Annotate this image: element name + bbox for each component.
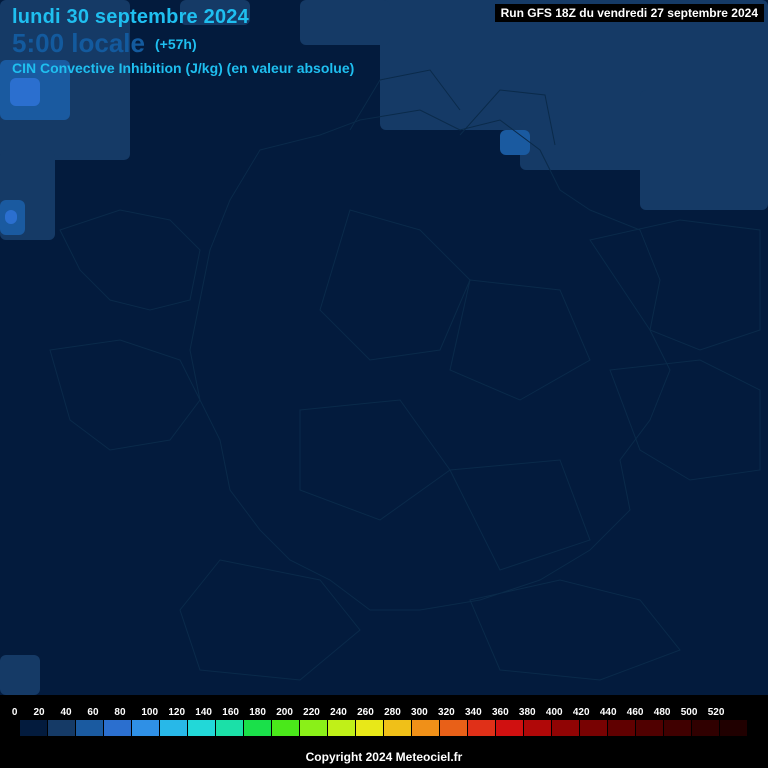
legend-tick: 40: [60, 707, 87, 718]
legend-tick: 480: [654, 707, 681, 718]
legend-tick: 380: [519, 707, 546, 718]
legend-tick: 80: [114, 707, 141, 718]
legend-tick: 220: [303, 707, 330, 718]
legend-swatch: [160, 720, 188, 736]
legend-tick: 420: [573, 707, 600, 718]
model-run-label: Run GFS 18Z du vendredi 27 septembre 202…: [495, 4, 764, 22]
legend-swatch: [48, 720, 76, 736]
legend-tick: 280: [384, 707, 411, 718]
cin-patch: [0, 655, 40, 695]
legend-tick: 100: [141, 707, 168, 718]
legend-swatch: [356, 720, 384, 736]
legend-tick: 500: [681, 707, 708, 718]
copyright-text: Copyright 2024 Meteociel.fr: [0, 750, 768, 764]
legend-tick: 200: [276, 707, 303, 718]
legend-tick: 260: [357, 707, 384, 718]
legend-tick: 240: [330, 707, 357, 718]
legend-swatch: [636, 720, 664, 736]
forecast-offset: (+57h): [155, 36, 197, 52]
legend-tick: 440: [600, 707, 627, 718]
legend-swatch: [76, 720, 104, 736]
cin-patch: [300, 0, 390, 45]
legend-swatch: [132, 720, 160, 736]
legend-swatch: [384, 720, 412, 736]
forecast-date: lundi 30 septembre 2024: [12, 6, 249, 29]
legend-tick: 320: [438, 707, 465, 718]
legend-swatch: [412, 720, 440, 736]
legend-swatch: [300, 720, 328, 736]
legend-tick: 120: [168, 707, 195, 718]
legend-tick: 460: [627, 707, 654, 718]
legend-swatch: [496, 720, 524, 736]
legend-tick: 360: [492, 707, 519, 718]
legend-swatch: [692, 720, 720, 736]
legend-swatch: [328, 720, 356, 736]
cin-patch: [520, 120, 650, 170]
legend-tick: 60: [87, 707, 114, 718]
legend-swatch: [272, 720, 300, 736]
legend-swatch: [440, 720, 468, 736]
legend-swatch: [216, 720, 244, 736]
legend-swatch: [188, 720, 216, 736]
legend-swatch: [20, 720, 48, 736]
legend-colorbar: [20, 720, 748, 736]
legend-swatch: [104, 720, 132, 736]
legend-tick: 180: [249, 707, 276, 718]
legend-tick: 140: [195, 707, 222, 718]
legend-swatch: [524, 720, 552, 736]
forecast-time: 5:00 locale: [12, 28, 145, 59]
legend-swatch: [608, 720, 636, 736]
legend-swatch: [664, 720, 692, 736]
legend-swatch: [580, 720, 608, 736]
legend-tick: 300: [411, 707, 438, 718]
legend-swatch: [244, 720, 272, 736]
parameter-label: CIN Convective Inhibition (J/kg) (en val…: [12, 60, 354, 76]
legend-tick: 400: [546, 707, 573, 718]
legend-swatch: [468, 720, 496, 736]
legend-tick: 340: [465, 707, 492, 718]
cin-patch: [640, 90, 768, 210]
legend-swatch: [720, 720, 748, 736]
cin-patch: [5, 210, 17, 224]
legend-swatch: [552, 720, 580, 736]
legend-labels: 0204060801001201401601802002202402602803…: [20, 707, 748, 718]
cin-patch: [500, 130, 530, 155]
map-area: [0, 0, 768, 695]
legend-area: 0204060801001201401601802002202402602803…: [0, 695, 768, 768]
cin-patch: [10, 78, 40, 106]
legend-tick: 520: [708, 707, 735, 718]
legend-tick: 160: [222, 707, 249, 718]
legend-tick: 20: [33, 707, 60, 718]
